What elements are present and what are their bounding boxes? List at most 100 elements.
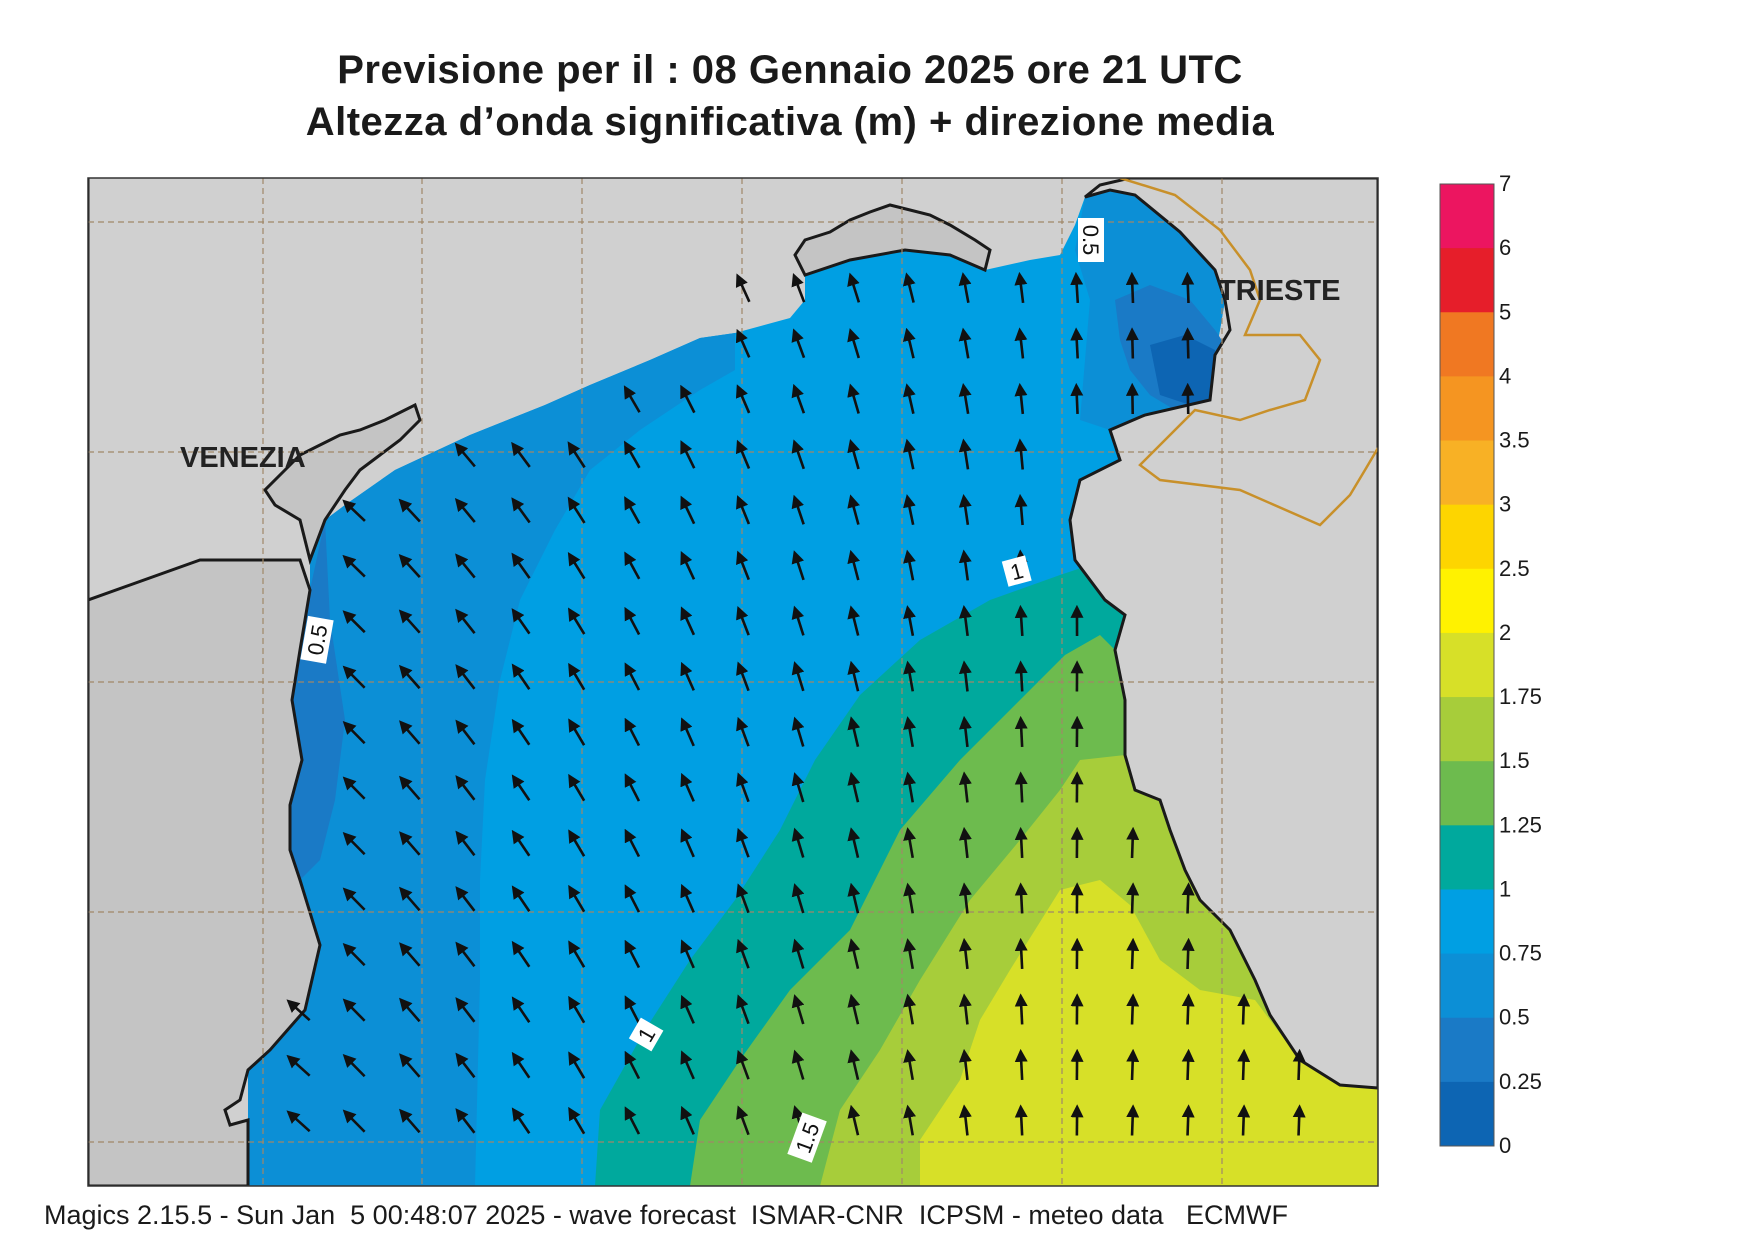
wave-direction-arrow xyxy=(736,550,750,581)
wave-direction-arrow xyxy=(342,554,366,578)
wave-direction-arrow xyxy=(568,1051,586,1079)
wave-direction-arrow xyxy=(791,883,805,914)
wave-direction-arrow xyxy=(1014,771,1028,803)
colorbar-tick-label: 5 xyxy=(1499,299,1511,324)
wave-direction-arrow xyxy=(958,937,972,970)
wave-direction-arrow xyxy=(736,1105,750,1136)
wave-direction-arrow xyxy=(958,383,972,415)
wave-direction-arrow xyxy=(624,717,641,747)
wave-direction-arrow xyxy=(680,384,696,414)
wave-direction-arrow xyxy=(736,827,750,858)
wave-direction-arrow xyxy=(958,1048,972,1081)
wave-direction-arrow xyxy=(847,1104,861,1136)
wave-direction-arrow xyxy=(455,1052,476,1079)
wave-direction-arrow xyxy=(680,772,695,802)
colorbar-swatch xyxy=(1440,440,1494,506)
wave-direction-arrow xyxy=(791,938,805,969)
wave-direction-arrow xyxy=(1014,327,1028,359)
wave-direction-arrow xyxy=(1014,826,1028,859)
wave-direction-arrow xyxy=(455,664,476,690)
wave-direction-arrow xyxy=(1181,327,1195,359)
wave-direction-arrow xyxy=(736,661,750,692)
wave-direction-arrow xyxy=(511,829,531,857)
colorbar-tick-label: 2 xyxy=(1499,620,1511,645)
wave-direction-arrow xyxy=(1126,1048,1140,1081)
colorbar-swatch xyxy=(1440,1081,1494,1147)
wave-direction-arrow xyxy=(958,715,972,748)
colorbar-swatch xyxy=(1440,761,1494,826)
wave-direction-arrow xyxy=(1181,271,1195,304)
wave-direction-arrow xyxy=(399,886,421,912)
wave-direction-arrow xyxy=(1014,715,1028,748)
coordinate-grid xyxy=(88,178,1378,1186)
wave-direction-arrow xyxy=(624,828,641,858)
wave-direction-arrow xyxy=(511,885,531,912)
wave-direction-arrow xyxy=(454,442,476,468)
wave-direction-arrow xyxy=(791,605,805,636)
wave-direction-arrow xyxy=(1126,882,1140,914)
wave-direction-arrow xyxy=(1181,993,1195,1025)
wave-direction-arrow xyxy=(680,495,696,525)
wave-direction-arrow xyxy=(1292,1104,1306,1136)
wave-direction-arrow xyxy=(511,774,531,801)
wave-direction-arrow xyxy=(399,942,421,967)
colorbar-swatch xyxy=(1440,632,1494,698)
wave-direction-arrow xyxy=(903,716,917,748)
band-1.75-2 xyxy=(920,880,1378,1186)
wave-direction-arrow xyxy=(342,943,366,967)
wave-direction-arrow xyxy=(791,272,806,303)
wave-direction-arrow xyxy=(903,605,916,637)
wave-direction-arrow xyxy=(903,1104,917,1136)
land-venice-lagoon xyxy=(263,402,422,566)
wave-direction-arrow xyxy=(286,999,311,1022)
place-trieste: TRIESTE xyxy=(1218,275,1340,307)
wave-direction-arrow xyxy=(847,494,860,525)
wave-direction-arrow xyxy=(511,1051,531,1079)
wave-direction-arrow xyxy=(847,383,860,414)
wave-direction-arrow xyxy=(624,1050,641,1080)
wave-direction-arrow xyxy=(1237,993,1251,1025)
colorbar-tick-label: 0.25 xyxy=(1499,1069,1542,1094)
wave-direction-arrow xyxy=(847,605,861,636)
wave-direction-arrow xyxy=(1014,271,1028,304)
colorbar: 7 6 5 4 3.5 3 2.5 2 1.75 1.5 1.25 1 0.75 0.5 0.25 0 xyxy=(1439,171,1542,1158)
wave-direction-arrow xyxy=(1014,382,1028,415)
wave-direction-arrow xyxy=(342,1054,366,1078)
wave-direction-arrow xyxy=(568,829,586,857)
colorbar-tick-label: 1.75 xyxy=(1499,684,1542,709)
colorbar-swatch xyxy=(1440,568,1494,634)
wave-direction-arrow xyxy=(1126,993,1140,1025)
wave-direction-arrow xyxy=(623,385,641,413)
wave-direction-arrow xyxy=(624,551,641,580)
wave-direction-arrow xyxy=(568,607,586,635)
wave-direction-arrows xyxy=(286,271,1306,1136)
wave-direction-arrow xyxy=(958,882,972,914)
wave-direction-arrow xyxy=(791,439,806,470)
wave-direction-arrow xyxy=(903,660,916,692)
wave-direction-arrow xyxy=(342,721,366,745)
wave-direction-arrow xyxy=(903,938,917,970)
footer-credits: Magics 2.15.5 - Sun Jan 5 00:48:07 2025 … xyxy=(44,1200,1288,1230)
wave-direction-arrow xyxy=(511,996,531,1023)
wave-direction-arrow xyxy=(903,549,916,581)
wave-direction-arrow xyxy=(1014,993,1028,1025)
wave-direction-arrow xyxy=(1237,1104,1251,1136)
wave-direction-arrow xyxy=(735,384,751,414)
wave-direction-arrow xyxy=(680,440,696,469)
wave-direction-arrow xyxy=(736,883,750,914)
wave-direction-arrow xyxy=(398,498,421,523)
wave-direction-arrow xyxy=(902,327,916,359)
wave-direction-arrow xyxy=(342,1109,366,1133)
colorbar-swatch xyxy=(1440,953,1494,1019)
wave-direction-arrow xyxy=(680,828,695,858)
wave-direction-arrow xyxy=(680,606,696,636)
wave-direction-arrow xyxy=(624,1106,641,1135)
wave-direction-arrow xyxy=(958,549,972,581)
wave-direction-arrow xyxy=(1181,1104,1195,1136)
wave-direction-arrow xyxy=(791,716,805,747)
wave-direction-arrow xyxy=(791,772,805,803)
colorbar-swatch xyxy=(1440,376,1494,442)
wave-direction-arrow xyxy=(847,771,861,803)
wave-direction-arrow xyxy=(624,606,641,636)
wave-direction-arrow xyxy=(399,775,421,801)
